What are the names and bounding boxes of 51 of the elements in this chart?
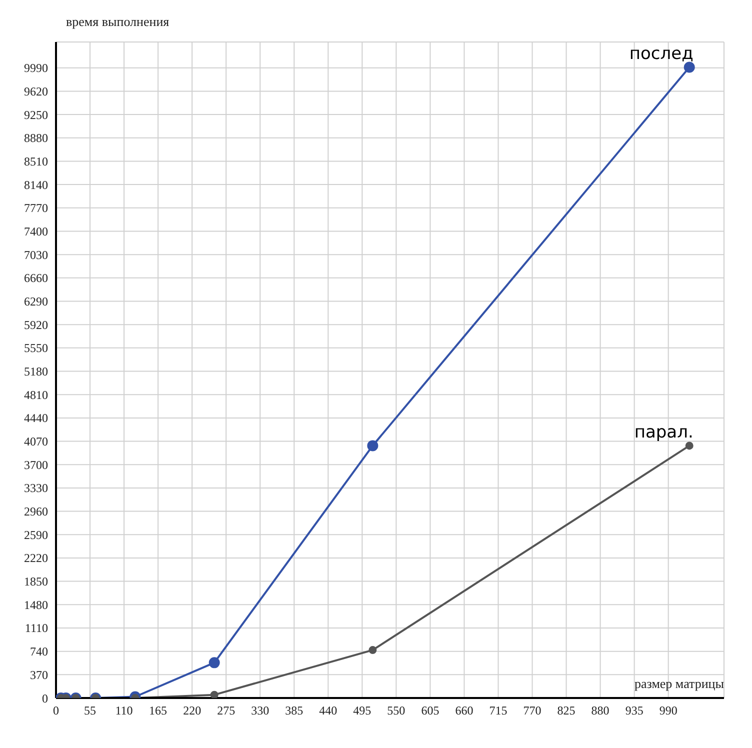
y-tick-label: 7030 [24, 248, 48, 262]
x-tick-label: 550 [387, 704, 406, 718]
y-tick-label: 2220 [24, 551, 48, 566]
y-tick-label: 8140 [24, 178, 48, 192]
y-tick-label: 5550 [24, 341, 48, 356]
y-tick-label: 9620 [24, 84, 48, 98]
y-tick-label: 6290 [24, 294, 48, 309]
series-label: послед [629, 44, 694, 64]
y-tick-label: 8510 [24, 154, 48, 168]
y-tick-label: 3700 [24, 458, 48, 472]
y-tick-label: 1110 [24, 621, 48, 636]
x-tick-label: 935 [625, 704, 644, 718]
y-axis-title: время выполнения [66, 14, 170, 29]
x-axis-title: размер матрицы [634, 676, 724, 691]
series-label: парал. [634, 422, 694, 443]
y-tick-label: 5920 [24, 318, 48, 332]
y-tick-label: 2590 [24, 528, 48, 542]
y-tick-label: 9250 [24, 108, 48, 122]
x-tick-label: 220 [183, 704, 202, 718]
y-tick-label: 4440 [24, 411, 48, 426]
x-tick-label: 495 [353, 704, 372, 718]
y-tick-label: 4070 [24, 434, 48, 449]
y-tick-label: 740 [30, 644, 48, 659]
x-tick-label: 770 [523, 704, 542, 718]
x-tick-label: 275 [217, 704, 236, 718]
y-tick-label: 7400 [24, 224, 48, 238]
x-tick-label: 165 [149, 704, 168, 718]
y-tick-label: 0 [42, 691, 48, 706]
y-tick-label: 370 [30, 668, 48, 682]
x-tick-label: 825 [557, 704, 576, 718]
y-tick-label: 9990 [24, 61, 48, 76]
y-tick-label: 8880 [24, 131, 48, 146]
x-tick-label: 605 [421, 704, 440, 718]
x-tick-label: 990 [659, 704, 678, 718]
y-tick-label: 7770 [24, 201, 48, 216]
y-tick-label: 6660 [24, 271, 48, 286]
x-tick-label: 880 [591, 704, 610, 718]
x-tick-label: 330 [251, 704, 270, 718]
y-tick-label: 2960 [24, 504, 48, 519]
x-tick-label: 55 [84, 704, 96, 718]
y-tick-label: 4810 [24, 388, 48, 402]
x-tick-label: 660 [455, 704, 474, 718]
y-tick-label: 1480 [24, 598, 48, 612]
y-tick-label: 1850 [24, 574, 48, 589]
x-tick-label: 440 [319, 704, 338, 718]
x-tick-label: 715 [489, 704, 508, 718]
x-tick-label: 110 [115, 704, 133, 718]
x-tick-label: 0 [53, 704, 59, 718]
y-tick-label: 3330 [24, 481, 48, 496]
x-tick-label: 385 [285, 704, 304, 718]
y-tick-label: 5180 [24, 364, 48, 379]
